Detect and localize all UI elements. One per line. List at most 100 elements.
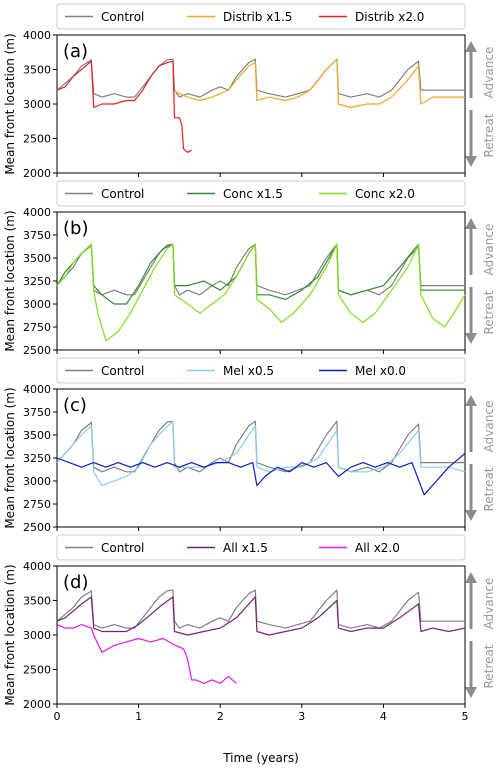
advance-arrow-head xyxy=(465,41,477,52)
panel-1: Control Distrib x1.5 Distrib x2.0 2000 2500 3… xyxy=(3,3,496,180)
retreat-arrow-shaft xyxy=(469,641,473,688)
y-tick-label: 2500 xyxy=(23,664,51,677)
y-axis-label: Mean front location (m) xyxy=(3,387,17,528)
legend-label: All x1.5 xyxy=(223,541,268,555)
y-axis-label: Mean front location (m) xyxy=(3,33,17,174)
retreat-label: Retreat xyxy=(482,644,496,688)
panel-letter: (d) xyxy=(63,572,88,593)
advance-arrow-shaft xyxy=(469,405,473,452)
advance-retreat-arrows: Advance Retreat xyxy=(465,218,496,344)
retreat-arrow-shaft xyxy=(469,110,473,157)
x-tick-label: 4 xyxy=(380,710,387,723)
y-tick-label: 3750 xyxy=(23,229,51,242)
panel-3: Control Mel x0.5 Mel x0.0 2500 2750 3000 3250 3… xyxy=(3,357,496,534)
y-tick-label: 2000 xyxy=(23,167,51,180)
y-tick-label: 3500 xyxy=(23,429,51,442)
retreat-arrow-shaft xyxy=(469,464,473,511)
y-tick-label: 4000 xyxy=(23,560,51,573)
advance-arrow-head xyxy=(465,218,477,229)
advance-arrow-shaft xyxy=(469,228,473,275)
y-axis-label: Mean front location (m) xyxy=(3,564,17,705)
retreat-label: Retreat xyxy=(482,113,496,157)
legend-label: Mel x0.5 xyxy=(223,364,274,378)
legend: Control Distrib x1.5 Distrib x2.0 xyxy=(56,3,466,30)
plot-frame xyxy=(56,565,466,705)
series-line-2 xyxy=(172,58,465,109)
advance-arrow-head xyxy=(465,395,477,406)
legend-label: Distrib x1.5 xyxy=(223,10,292,24)
y-tick-label: 4000 xyxy=(23,383,51,396)
legend: Control All x1.5 All x2.0 xyxy=(56,534,466,561)
series-line-1 xyxy=(56,243,465,296)
y-tick-label: 4000 xyxy=(23,29,51,42)
y-tick-label: 2750 xyxy=(23,498,51,511)
y-tick-label: 3000 xyxy=(23,629,51,642)
y-tick-label: 3500 xyxy=(23,64,51,77)
x-tick-label: 3 xyxy=(298,710,305,723)
y-tick-label: 3250 xyxy=(23,452,51,465)
plot-frame xyxy=(56,211,466,351)
advance-label: Advance xyxy=(482,224,496,276)
series-line-3 xyxy=(56,623,237,684)
advance-label: Advance xyxy=(482,47,496,99)
legend-frame xyxy=(56,534,466,561)
y-tick-label: 3250 xyxy=(23,275,51,288)
legend-label: All x2.0 xyxy=(355,541,400,555)
retreat-arrow-head xyxy=(465,510,477,521)
legend-frame xyxy=(56,180,466,207)
y-tick-label: 3000 xyxy=(23,98,51,111)
x-tick-label: 5 xyxy=(462,710,469,723)
series-line-1 xyxy=(56,589,465,629)
series-line-1 xyxy=(56,420,465,473)
advance-label: Advance xyxy=(482,578,496,630)
advance-retreat-arrows: Advance Retreat xyxy=(465,572,496,698)
legend-label: Control xyxy=(101,364,144,378)
advance-arrow-shaft xyxy=(469,51,473,98)
retreat-arrow-head xyxy=(465,333,477,344)
plot-frame xyxy=(56,34,466,174)
advance-arrow-shaft xyxy=(469,582,473,629)
legend-label: Conc x2.0 xyxy=(355,187,415,201)
legend-frame xyxy=(56,357,466,384)
y-tick-label: 2000 xyxy=(23,698,51,711)
legend-label: Control xyxy=(101,541,144,555)
advance-arrow-head xyxy=(465,572,477,583)
series-line-1 xyxy=(56,58,465,98)
y-tick-label: 3000 xyxy=(23,475,51,488)
x-tick-label: 2 xyxy=(217,710,224,723)
legend-label: Conc x1.5 xyxy=(223,187,283,201)
series-line-2 xyxy=(56,243,465,305)
legend-label: Control xyxy=(101,187,144,201)
legend: Control Conc x1.5 Conc x2.0 xyxy=(56,180,466,207)
advance-retreat-arrows: Advance Retreat xyxy=(465,41,496,167)
series-line-2 xyxy=(56,420,466,487)
panel-letter: (b) xyxy=(63,218,88,239)
panel-4: Control All x1.5 All x2.0 2000 2500 3000 3500 4… xyxy=(3,534,496,723)
y-tick-label: 2500 xyxy=(23,521,51,534)
y-axis-label: Mean front location (m) xyxy=(3,210,17,351)
y-tick-label: 3500 xyxy=(23,595,51,608)
y-tick-label: 3500 xyxy=(23,252,51,265)
y-tick-label: 2750 xyxy=(23,321,51,334)
y-tick-label: 3000 xyxy=(23,298,51,311)
legend-label: Mel x0.0 xyxy=(355,364,406,378)
x-tick-label: 0 xyxy=(54,710,61,723)
y-tick-label: 2500 xyxy=(23,133,51,146)
retreat-label: Retreat xyxy=(482,467,496,511)
panel-letter: (c) xyxy=(63,395,87,416)
panel-letter: (a) xyxy=(63,41,88,62)
retreat-arrow-shaft xyxy=(469,287,473,334)
y-tick-label: 4000 xyxy=(23,206,51,219)
retreat-arrow-head xyxy=(465,156,477,167)
x-tick-label: 1 xyxy=(135,710,142,723)
series-line-2 xyxy=(56,596,466,636)
legend-frame xyxy=(56,3,466,30)
plot-frame xyxy=(56,388,466,528)
series-line-3 xyxy=(56,452,466,496)
legend: Control Mel x0.5 Mel x0.0 xyxy=(56,357,466,384)
y-tick-label: 2500 xyxy=(23,344,51,357)
retreat-arrow-head xyxy=(465,687,477,698)
y-tick-label: 3750 xyxy=(23,406,51,419)
legend-label: Distrib x2.0 xyxy=(355,10,424,24)
